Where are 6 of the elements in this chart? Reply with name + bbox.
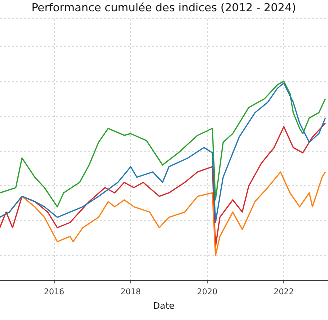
- x-tick-label: 2020: [197, 287, 218, 296]
- x-tick-label: 2018: [120, 287, 142, 296]
- chart-title: Performance cumulée des indices (2012 - 2024): [32, 1, 296, 14]
- x-axis-title: Date: [153, 302, 176, 312]
- x-tick-label: 2022: [274, 287, 294, 296]
- x-tick-label: 2016: [44, 287, 65, 296]
